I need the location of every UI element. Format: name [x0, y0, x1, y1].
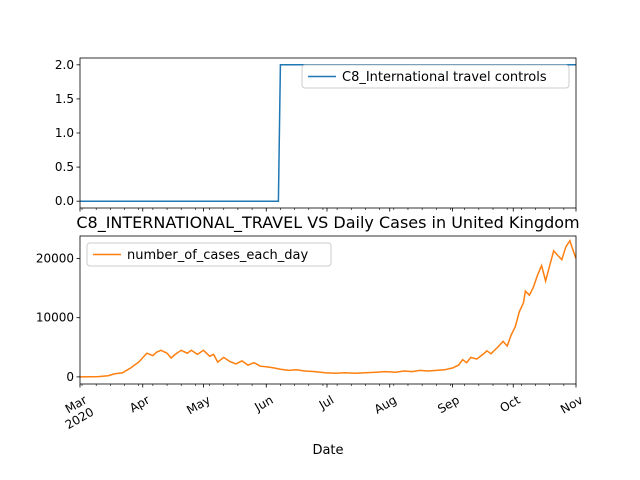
bottom-chart-title: C8_INTERNATIONAL_TRAVEL VS Daily Cases i… [76, 213, 579, 233]
bottom-chart-y-tick-label: 0 [66, 370, 74, 384]
bottom-chart-x-tick-label: Jul [316, 393, 336, 413]
bottom-chart-axes-frame [79, 235, 577, 385]
bottom-chart-y-tick-label: 10000 [36, 311, 74, 325]
top-chart-y-tick-label: 0.0 [55, 194, 74, 208]
top-chart-y-tick-label: 0.5 [55, 160, 74, 174]
top-chart-legend-box [301, 64, 570, 89]
top-chart-y-tick-label: 2.0 [55, 58, 74, 72]
top-chart-y-tick-label: 1.5 [55, 92, 74, 106]
bottom-chart-series-line-0 [80, 238, 576, 378]
top-chart-y-tick-label: 1.0 [55, 126, 74, 140]
top-chart-legend-label: C8_International travel controls [342, 70, 547, 85]
bottom-chart-y-tick-label: 20000 [36, 251, 74, 265]
bottom-chart-x-axis-label: Date [312, 443, 343, 458]
bottom-chart-x-tick-label-line: Jul [316, 393, 336, 413]
top-chart: 0.0 0.5 1.0 1.5 2.0 C8_International travel c… [55, 57, 577, 212]
bottom-chart-legend-label: number_of_cases_each_day [127, 248, 308, 263]
bottom-chart-legend-box [86, 242, 332, 267]
